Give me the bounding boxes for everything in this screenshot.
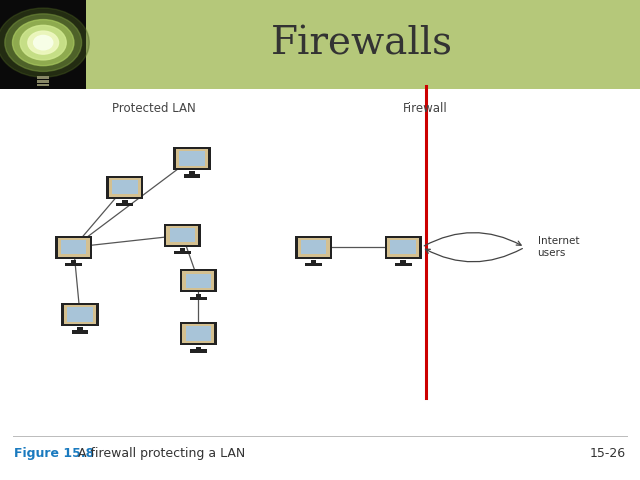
Bar bbox=[174, 251, 191, 254]
Bar bbox=[65, 263, 82, 266]
Bar bbox=[182, 271, 214, 290]
Bar bbox=[72, 330, 88, 334]
Bar bbox=[311, 260, 316, 264]
Circle shape bbox=[20, 25, 67, 60]
Bar bbox=[305, 263, 322, 266]
Text: A firewall protecting a LAN: A firewall protecting a LAN bbox=[70, 447, 245, 460]
Bar bbox=[173, 147, 211, 170]
Bar bbox=[387, 238, 419, 257]
Bar bbox=[190, 349, 207, 353]
Circle shape bbox=[13, 20, 74, 66]
Text: Figure 15.8: Figure 15.8 bbox=[14, 447, 94, 460]
Bar bbox=[385, 236, 422, 259]
Bar bbox=[180, 248, 185, 252]
Bar bbox=[184, 174, 200, 178]
Bar bbox=[182, 324, 214, 343]
Bar bbox=[390, 240, 416, 254]
Circle shape bbox=[34, 36, 53, 50]
Bar bbox=[58, 238, 90, 257]
Bar bbox=[190, 297, 207, 300]
Bar bbox=[401, 260, 406, 264]
Text: Internet
users: Internet users bbox=[538, 237, 579, 258]
Bar bbox=[67, 307, 93, 322]
Bar bbox=[0, 0, 86, 89]
Bar bbox=[298, 238, 330, 257]
FancyArrowPatch shape bbox=[426, 249, 522, 262]
Circle shape bbox=[28, 31, 59, 54]
Bar bbox=[166, 226, 198, 245]
Bar bbox=[170, 228, 195, 242]
Bar bbox=[176, 149, 208, 168]
Bar bbox=[64, 305, 96, 324]
Bar bbox=[196, 294, 201, 297]
Bar bbox=[179, 151, 205, 166]
Bar bbox=[61, 303, 99, 326]
Bar bbox=[0, 0, 640, 89]
Text: Firewall: Firewall bbox=[403, 102, 448, 115]
Bar bbox=[71, 260, 76, 264]
Bar bbox=[180, 322, 217, 345]
Bar bbox=[186, 274, 211, 288]
Text: Protected LAN: Protected LAN bbox=[112, 102, 195, 115]
Bar bbox=[189, 171, 195, 175]
Bar bbox=[109, 178, 141, 197]
Text: Firewalls: Firewalls bbox=[271, 26, 452, 63]
Bar bbox=[61, 240, 86, 254]
Bar bbox=[395, 263, 412, 266]
Bar bbox=[106, 176, 143, 199]
Bar bbox=[164, 224, 201, 247]
Bar bbox=[38, 76, 49, 79]
Bar bbox=[186, 326, 211, 341]
Bar bbox=[180, 269, 217, 292]
Bar bbox=[295, 236, 332, 259]
Bar bbox=[122, 200, 127, 204]
Bar bbox=[116, 203, 133, 206]
Circle shape bbox=[5, 14, 82, 72]
Circle shape bbox=[0, 8, 90, 77]
Bar bbox=[38, 84, 49, 86]
Bar bbox=[38, 80, 49, 83]
Text: 15-26: 15-26 bbox=[590, 447, 626, 460]
Bar bbox=[112, 180, 138, 194]
Bar bbox=[301, 240, 326, 254]
Bar bbox=[196, 347, 201, 350]
Bar bbox=[77, 327, 83, 331]
Bar bbox=[55, 236, 92, 259]
FancyArrowPatch shape bbox=[424, 233, 521, 246]
